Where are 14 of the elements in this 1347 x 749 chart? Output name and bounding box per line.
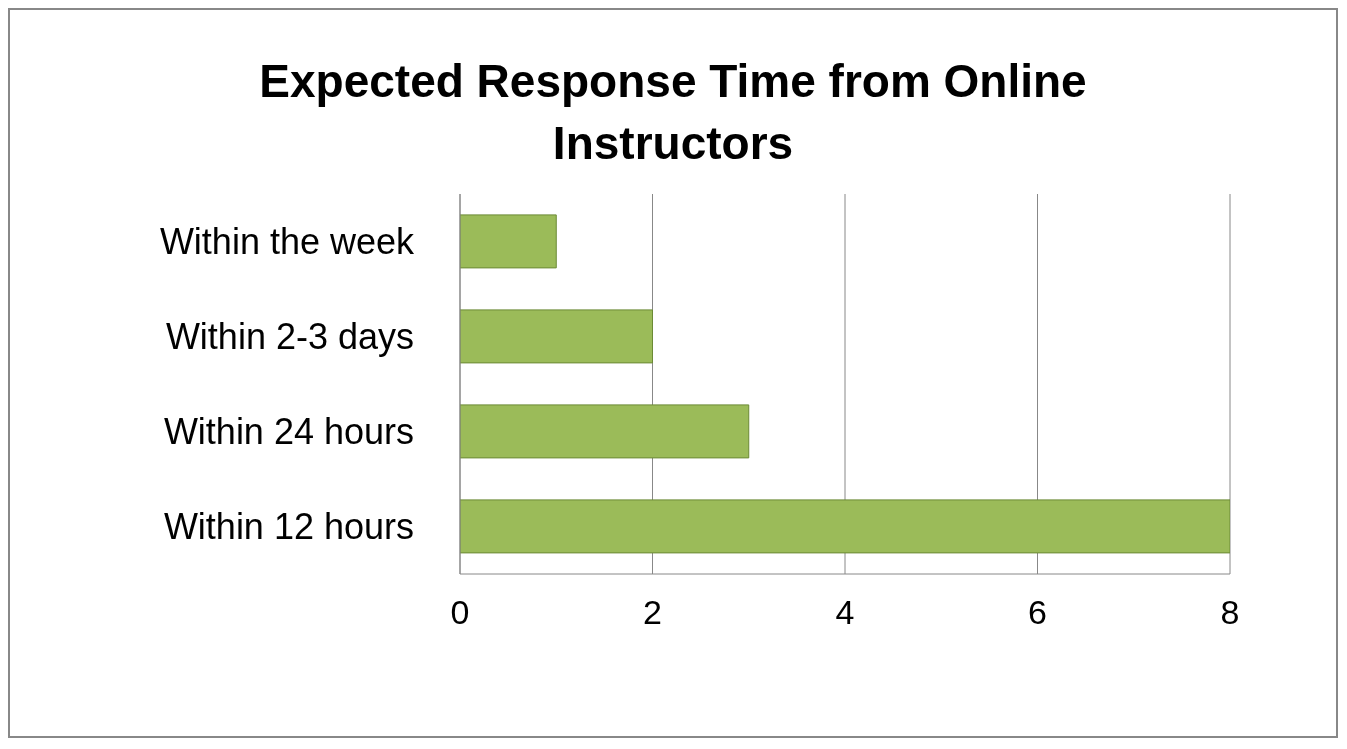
x-tick-label: 6	[1028, 593, 1047, 632]
bar	[460, 404, 750, 459]
y-tick-label: Within 12 hours	[163, 506, 414, 548]
bar	[460, 499, 1230, 554]
bar	[460, 309, 653, 364]
y-tick-label: Within 2-3 days	[165, 316, 414, 358]
chart-title: Expected Response Time from Online Instructors	[258, 54, 1088, 171]
y-tick-label: Within 24 hours	[163, 411, 414, 453]
bar	[460, 214, 557, 269]
x-tick-label: 0	[450, 593, 470, 632]
x-tick-label: 8	[1220, 593, 1240, 632]
y-tick-label: Within the week	[159, 221, 415, 263]
x-tick-label: 2	[643, 593, 662, 632]
x-tick-label: 4	[835, 593, 855, 632]
